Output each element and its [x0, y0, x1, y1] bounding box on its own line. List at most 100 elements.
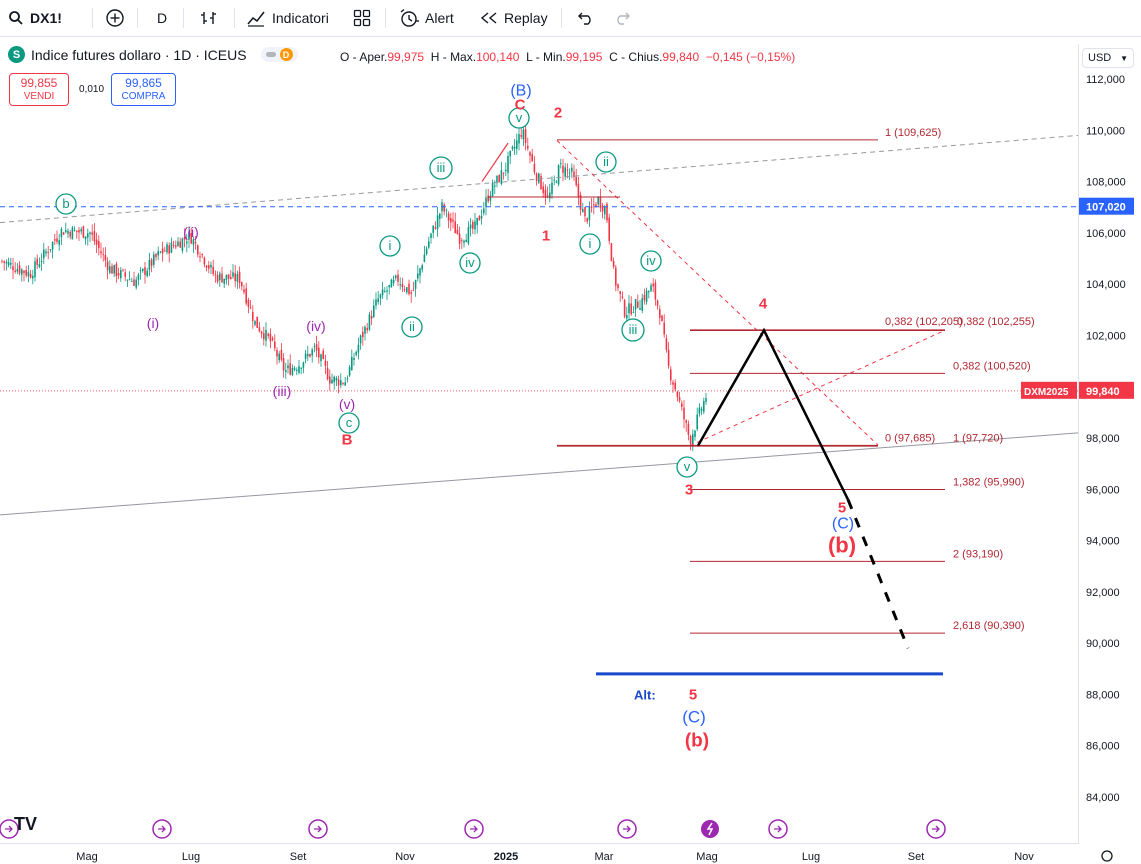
- replay-button[interactable]: Replay: [480, 0, 548, 36]
- candle-body: [606, 203, 608, 221]
- candle-body: [322, 350, 324, 359]
- candle-body: [302, 362, 305, 368]
- candle-body: [346, 378, 349, 380]
- candle-body: [243, 289, 245, 293]
- candle-body: [509, 150, 511, 157]
- candle-body: [12, 266, 14, 271]
- candle-body: [436, 215, 439, 229]
- candle-body: [566, 169, 569, 171]
- candle-body: [177, 241, 179, 246]
- candle-body: [175, 245, 177, 248]
- candle-body: [267, 333, 269, 336]
- candle-body: [32, 275, 34, 279]
- candle-body: [513, 146, 516, 149]
- candle-body: [546, 195, 549, 197]
- projection-extension-dashed: [846, 498, 910, 649]
- spread-value: 0,010: [79, 84, 105, 95]
- wave-label: b: [62, 196, 69, 211]
- candle-body: [265, 330, 267, 341]
- sell-button[interactable]: 99,855 VENDI: [9, 73, 69, 106]
- candle-body: [703, 400, 705, 412]
- dividend-marker-icon: [701, 820, 719, 838]
- candle-body: [51, 241, 54, 250]
- candle-body: [494, 185, 496, 187]
- alt-wave-label: (b): [685, 731, 709, 752]
- candle-body: [296, 369, 298, 371]
- wave-label-circle: [640, 250, 662, 272]
- time-axis[interactable]: [0, 843, 1078, 864]
- undo-button[interactable]: [577, 0, 595, 36]
- bar-chart-icon: [201, 12, 216, 24]
- alert-button[interactable]: Alert: [399, 0, 454, 36]
- candle-body: [111, 266, 113, 274]
- candle-body: [652, 283, 654, 287]
- candle-body: [463, 240, 465, 243]
- candle-body: [549, 192, 551, 199]
- candle-body: [78, 230, 80, 233]
- candle-body: [474, 221, 476, 230]
- candle-body: [205, 265, 208, 268]
- candle-body: [641, 298, 643, 311]
- candle-body: [502, 172, 505, 174]
- candle-body: [359, 335, 362, 344]
- candle-body: [390, 279, 393, 288]
- candle-body: [280, 349, 283, 360]
- candle-body: [166, 244, 168, 253]
- candle-body: [516, 140, 518, 149]
- candle-body: [489, 195, 492, 201]
- event-marker-icon: [617, 819, 637, 839]
- event-marker-icon: [926, 819, 946, 839]
- event-arrow-icon: [314, 825, 322, 833]
- candle-body: [84, 236, 87, 240]
- candle-body: [100, 251, 102, 254]
- candle-body: [115, 263, 118, 277]
- candle-body: [542, 186, 544, 194]
- symbol-search[interactable]: DX1!: [8, 0, 62, 36]
- candle-body: [630, 303, 632, 315]
- price-axis[interactable]: [1078, 44, 1141, 844]
- candle-body: [58, 240, 60, 245]
- candle-body: [269, 333, 272, 342]
- wave-label: i: [389, 238, 392, 253]
- wave-label-circle: [429, 156, 453, 180]
- indicators-icon: [247, 11, 265, 27]
- candle-body: [98, 240, 100, 249]
- chart-type-button[interactable]: [200, 0, 218, 36]
- chart-title[interactable]: Indice futures dollaro · 1D · ICEUS: [31, 46, 247, 63]
- indicators-button[interactable]: Indicatori: [246, 0, 329, 36]
- candle-body: [95, 239, 98, 245]
- candle-body: [300, 367, 302, 369]
- candle-body: [340, 380, 342, 386]
- candle-body: [139, 270, 142, 272]
- candle-body: [155, 253, 157, 258]
- layouts-button[interactable]: [353, 0, 371, 36]
- compare-button[interactable]: [105, 0, 125, 36]
- candle-body: [588, 206, 591, 221]
- candle-body: [564, 167, 566, 177]
- currency-selector[interactable]: USD ▼: [1082, 48, 1134, 68]
- candle-body: [67, 230, 69, 234]
- buy-price: 99,865: [125, 76, 162, 90]
- candle-body: [562, 165, 564, 173]
- candle-body: [366, 328, 368, 331]
- buy-button[interactable]: 99,865 COMPRA: [111, 73, 176, 106]
- wave-label: (iv): [306, 318, 325, 334]
- close-label: C - Chius.: [609, 50, 663, 64]
- candle-body: [186, 241, 188, 244]
- candle-body: [307, 353, 309, 357]
- alt-wave-label: (C): [682, 708, 706, 727]
- candle-body: [419, 268, 421, 276]
- open-value: 99,975: [387, 50, 425, 64]
- candle-body: [126, 279, 129, 281]
- redo-button[interactable]: [613, 0, 631, 36]
- candle-body: [157, 251, 159, 256]
- candle-body: [256, 316, 258, 328]
- candlestick-series: [1, 121, 707, 452]
- candle-body: [260, 331, 263, 334]
- candle-body: [232, 272, 234, 277]
- interval-button[interactable]: D: [157, 0, 167, 36]
- candle-body: [505, 169, 507, 172]
- candle-body: [252, 311, 254, 321]
- candle-body: [212, 266, 214, 274]
